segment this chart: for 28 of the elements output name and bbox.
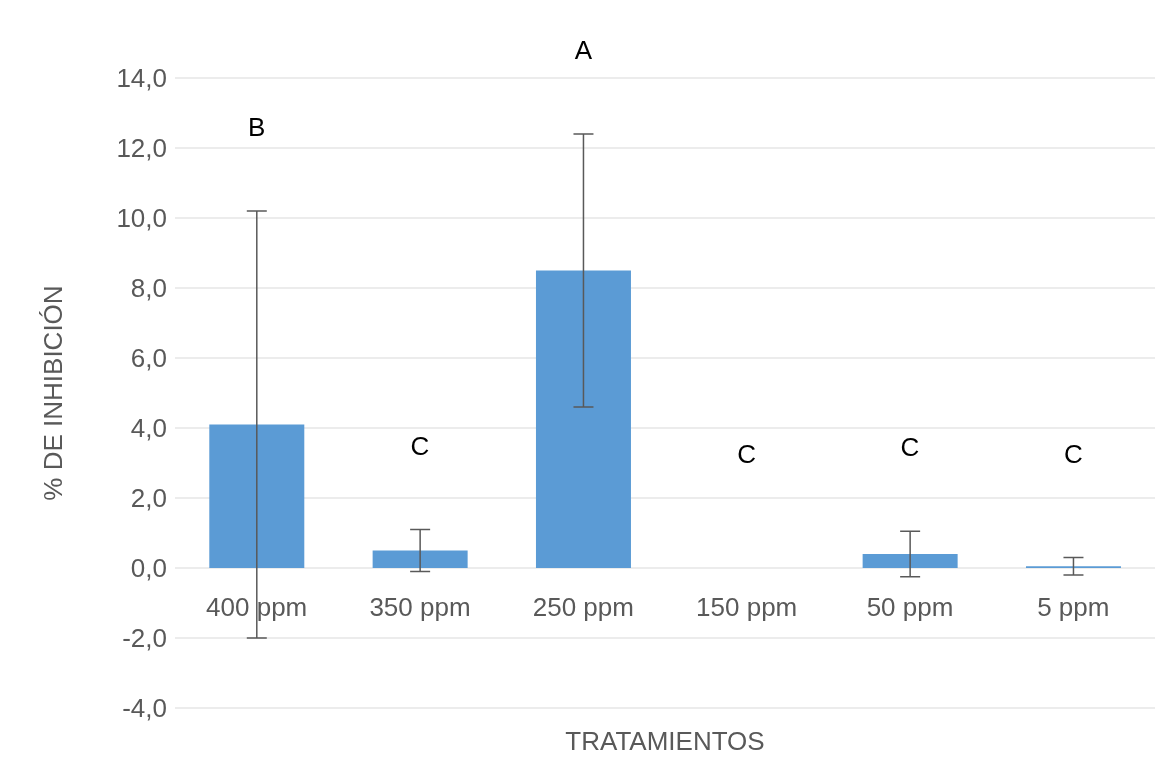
bar bbox=[372, 550, 468, 568]
y-tick-label: 4,0 bbox=[130, 413, 167, 444]
y-tick-label: 12,0 bbox=[116, 133, 167, 164]
y-tick-label: 0,0 bbox=[130, 553, 167, 584]
y-tick-label: 2,0 bbox=[130, 483, 167, 514]
annotation: C bbox=[900, 432, 920, 463]
annotation: C bbox=[737, 439, 757, 469]
y-axis-title: % DE INHIBICIÓN bbox=[38, 285, 69, 501]
x-tick-label: 350 ppm bbox=[369, 592, 471, 622]
y-tick-label: 10,0 bbox=[116, 203, 167, 234]
x-tick-label: 400 ppm bbox=[206, 592, 308, 622]
bar bbox=[862, 554, 958, 568]
x-tick-label: 150 ppm bbox=[696, 592, 798, 622]
x-axis-title: TRATAMIENTOS bbox=[565, 726, 765, 756]
annotation: B bbox=[247, 112, 266, 142]
x-tick-label: 50 ppm bbox=[866, 592, 954, 622]
y-tick-label: 6,0 bbox=[130, 343, 167, 374]
x-tick-label: 250 ppm bbox=[532, 592, 634, 622]
annotation: C bbox=[410, 430, 430, 461]
x-tick-label: 5 ppm bbox=[1037, 592, 1110, 622]
bar bbox=[535, 270, 631, 568]
text: A bbox=[574, 35, 593, 65]
bar bbox=[209, 424, 305, 568]
y-tick-label: 8,0 bbox=[130, 273, 167, 304]
annotation: C bbox=[1063, 439, 1083, 469]
y-tick-label: -2,0 bbox=[122, 623, 167, 654]
y-tick-label: 14,0 bbox=[116, 63, 167, 94]
y-tick-label: -4,0 bbox=[122, 693, 167, 724]
